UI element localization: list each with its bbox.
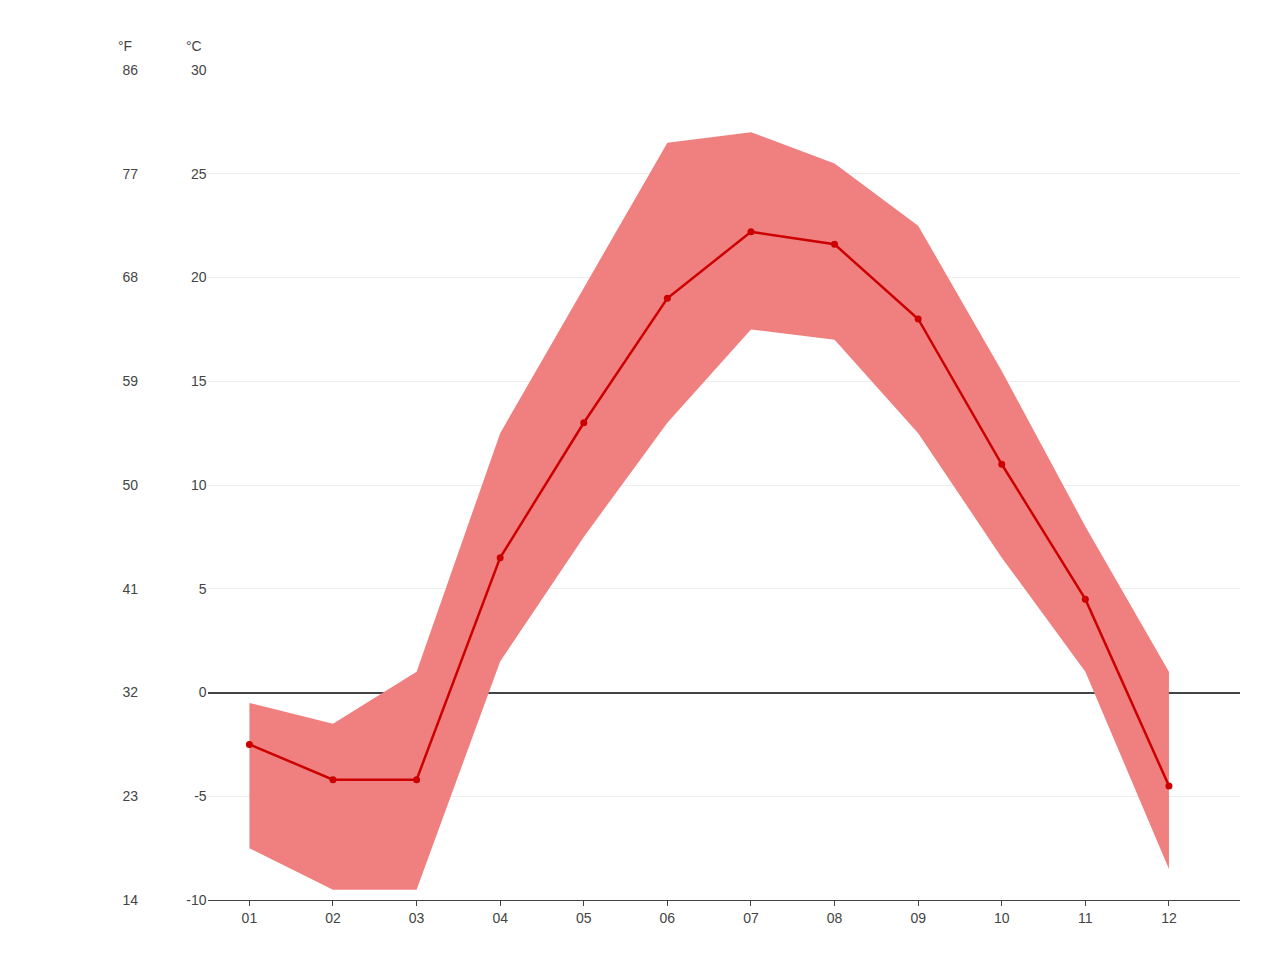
svg-text:10: 10 [994, 910, 1010, 926]
svg-text:32: 32 [122, 684, 138, 700]
svg-text:07: 07 [743, 910, 759, 926]
svg-text:20: 20 [191, 269, 207, 285]
svg-text:10: 10 [191, 477, 207, 493]
svg-text:50: 50 [122, 477, 138, 493]
svg-text:-5: -5 [194, 788, 207, 804]
svg-text:-10: -10 [186, 892, 206, 908]
svg-text:14: 14 [122, 892, 138, 908]
svg-text:41: 41 [122, 581, 138, 597]
svg-text:04: 04 [492, 910, 508, 926]
svg-text:77: 77 [122, 166, 138, 182]
svg-text:86: 86 [122, 62, 138, 78]
svg-text:02: 02 [325, 910, 341, 926]
svg-text:09: 09 [910, 910, 926, 926]
svg-text:08: 08 [827, 910, 843, 926]
svg-text:12: 12 [1161, 910, 1177, 926]
svg-text:68: 68 [122, 269, 138, 285]
svg-text:30: 30 [191, 62, 207, 78]
svg-text:05: 05 [576, 910, 592, 926]
svg-text:03: 03 [409, 910, 425, 926]
svg-text:59: 59 [122, 373, 138, 389]
svg-text:06: 06 [660, 910, 676, 926]
svg-text:°F: °F [118, 38, 132, 54]
svg-text:11: 11 [1078, 910, 1093, 926]
svg-text:01: 01 [242, 910, 258, 926]
svg-text:15: 15 [191, 373, 207, 389]
svg-text:5: 5 [199, 581, 207, 597]
svg-text:0: 0 [199, 684, 207, 700]
svg-text:23: 23 [122, 788, 138, 804]
svg-text:25: 25 [191, 166, 207, 182]
svg-text:°C: °C [186, 38, 202, 54]
